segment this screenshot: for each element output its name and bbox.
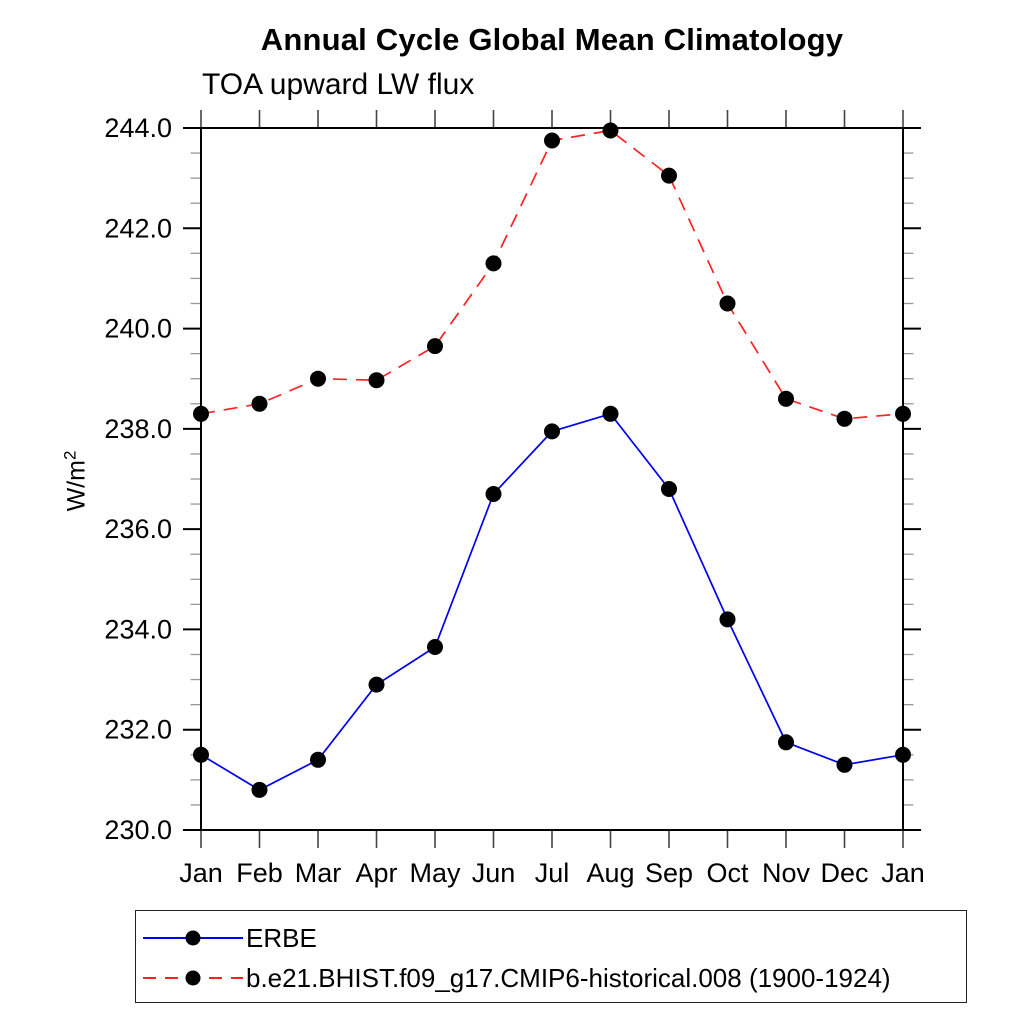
data-point-marker (368, 372, 385, 389)
data-point-marker (836, 410, 853, 427)
x-tick-label: Aug (586, 858, 634, 888)
x-tick-label: Oct (706, 858, 749, 888)
x-tick-label: Dec (820, 858, 868, 888)
chart-subtitle: TOA upward LW flux (202, 68, 475, 101)
data-point-marker (602, 405, 619, 422)
data-point-marker (719, 611, 736, 628)
legend-label-model: b.e21.BHIST.f09_g17.CMIP6-historical.008… (246, 963, 891, 993)
data-point-marker (719, 295, 736, 312)
y-tick-label: 234.0 (104, 614, 172, 644)
x-tick-label: Jul (535, 858, 570, 888)
data-point-marker (778, 734, 794, 751)
data-point-marker (485, 486, 502, 502)
legend: ERBE b.e21.BHIST.f09_g17.CMIP6-historica… (135, 910, 967, 1003)
x-tick-label: Feb (236, 858, 283, 888)
x-tick-label: Jan (881, 858, 925, 888)
y-tick-label: 232.0 (104, 715, 172, 745)
y-tick-label: 244.0 (104, 113, 172, 143)
y-tick-label: 240.0 (104, 314, 172, 344)
data-point-marker (427, 639, 443, 655)
data-point-marker (310, 751, 326, 768)
legend-sample-model (143, 970, 243, 986)
y-tick-label: 242.0 (104, 213, 172, 243)
chart-title: Annual Cycle Global Mean Climatology (260, 22, 844, 57)
x-tick-label: Sep (645, 858, 693, 888)
data-point-marker (310, 370, 326, 387)
plot-frame (200, 127, 904, 831)
series-line-model (200, 129, 904, 420)
data-point-marker (895, 746, 911, 763)
legend-marker-model-icon (185, 970, 201, 986)
data-point-marker (778, 390, 794, 407)
data-point-marker (193, 405, 209, 422)
y-tick-label: 238.0 (104, 414, 172, 444)
data-point-marker (427, 338, 443, 355)
x-tick-label: Nov (762, 858, 811, 888)
data-point-marker (251, 395, 268, 412)
legend-sample-erbe (143, 930, 243, 946)
y-tick-label: 236.0 (104, 514, 172, 544)
y-tick-label: 230.0 (104, 815, 172, 845)
data-point-marker (485, 255, 502, 272)
data-point-marker (251, 781, 268, 798)
x-tick-label: Jan (179, 858, 223, 888)
data-point-marker (602, 122, 619, 139)
data-point-marker (836, 756, 853, 773)
data-point-marker (193, 746, 209, 763)
data-point-marker (368, 676, 385, 693)
x-tick-label: Mar (295, 858, 342, 888)
data-point-marker (544, 132, 560, 149)
x-tick-label: Jun (472, 858, 516, 888)
x-tick-label: May (409, 858, 461, 888)
data-point-marker (895, 405, 911, 422)
data-point-marker (661, 167, 677, 184)
series-line-erbe (200, 412, 904, 791)
x-tick-label: Apr (355, 858, 397, 888)
legend-marker-erbe-icon (185, 930, 201, 946)
data-point-marker (661, 481, 677, 497)
data-point-marker (544, 423, 560, 440)
legend-label-erbe: ERBE (246, 923, 317, 953)
